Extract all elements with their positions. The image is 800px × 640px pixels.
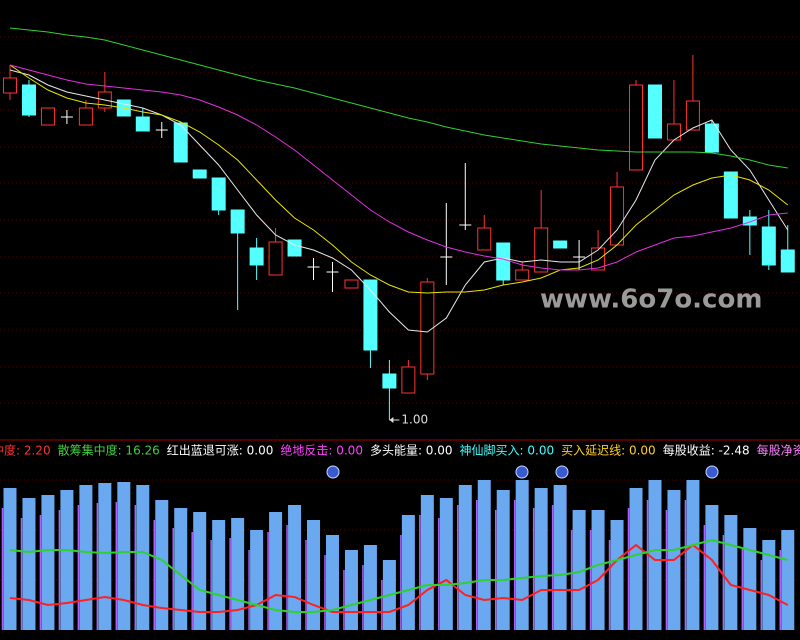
indicator-label: 每股净资产: 1.20 [757,443,800,458]
candle-body [629,84,644,171]
ma-line [9,64,789,294]
bar [629,488,643,630]
bar [98,483,112,630]
indicator-label: 神仙脚买入: 0.00 [460,443,555,458]
candle-body [591,247,606,271]
candle-body [401,366,416,394]
icons [326,465,719,479]
candle-body [610,186,625,246]
candle-body [647,84,662,139]
bar [610,520,624,630]
annotation: 1.00 [401,413,428,427]
bar [174,508,188,630]
bar [79,485,93,630]
candle-body [249,247,264,266]
candle-body [685,100,700,131]
bar [307,520,321,630]
candle-body [363,279,378,351]
bar [363,545,377,630]
candle-body [192,169,207,179]
candle-body [211,177,226,211]
bar [3,488,17,630]
bar [212,520,226,630]
indicator-label: 多头能量: 0.00 [370,444,453,458]
candle-body [553,240,568,249]
candle-body [704,123,719,153]
bar [496,490,510,630]
bar [193,512,207,630]
candle-body [268,241,283,276]
bar [534,488,548,630]
grid [0,36,800,581]
bar [420,495,434,630]
candle-body [496,242,511,281]
bar [136,485,150,630]
ma-line [9,69,789,333]
bar [401,515,415,630]
indicator-label: 红出蓝退可涨: 0.00 [167,443,274,458]
bar [572,510,586,630]
ma-line [9,64,788,271]
bar [41,495,55,630]
candle-body [173,122,188,163]
candle-body [40,107,55,126]
candle-body [135,116,150,132]
bar [325,535,339,630]
indicator-label: 中度: 2.20 [0,443,51,458]
candle-body [21,84,36,116]
candle-body [3,77,17,94]
indicator-line [9,538,789,613]
candle-body [78,107,93,126]
bar [686,480,700,630]
candle-body [420,281,435,375]
bar [477,480,491,630]
candle-body [780,249,795,273]
bar [439,498,453,630]
indicator-line [9,543,789,613]
bar [22,498,36,630]
watermark: www.6o7o.com [540,285,762,315]
bar [648,480,662,630]
bar [60,490,74,630]
bar [344,550,358,630]
candle-body [515,269,530,281]
bar [743,528,757,630]
bar [553,485,567,630]
annotation-arrow-head [389,417,394,423]
candle-body [477,227,492,251]
face-icon [515,465,529,479]
indicator-label: 散筹集中度: 16.26 [58,443,160,458]
bar [458,485,472,630]
candle-body [761,226,776,266]
indicator-label: 每股收益: -2.48 [663,443,750,458]
bar [591,510,605,630]
bar [705,505,719,630]
bar [781,530,795,630]
candle-body [287,239,302,257]
bar [762,540,776,630]
bar [250,530,264,630]
bar [724,515,738,630]
candle-body [742,216,757,226]
bar [515,480,529,630]
bar [231,518,245,630]
bar [155,500,169,630]
candle-body [230,209,245,234]
indicator-label: 绝地反击: 0.00 [280,443,363,458]
face-icon [326,465,340,479]
candle-body [723,171,738,219]
bar [117,482,131,630]
face-icon [705,465,719,479]
indicator-label: 买入延迟线: 0.00 [561,444,656,458]
bar [269,512,283,630]
candle-body [382,373,397,389]
candle-body [344,279,359,289]
face-icon [555,465,569,479]
ma-line [9,27,788,169]
candle-body [534,227,549,273]
